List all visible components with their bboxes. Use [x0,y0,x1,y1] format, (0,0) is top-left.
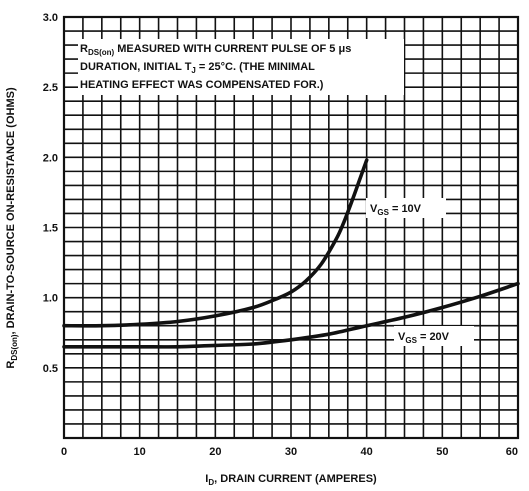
y-axis-label: RDS(on), DRAIN-TO-SOURCE ON-RESISTANCE (… [5,87,19,369]
annotation-line-1: RDS(on) MEASURED WITH CURRENT PULSE OF 5… [80,43,351,57]
x-tick-label: 30 [285,446,297,458]
x-tick-label: 10 [134,446,146,458]
x-axis-label: ID, DRAIN CURRENT (AMPERES) [205,473,377,487]
series-label-10v-background [366,198,446,218]
y-tick-labels: 0.5 1.0 1.5 2.0 2.5 3.0 [43,12,58,375]
y-tick-label: 3.0 [43,12,58,24]
x-tick-label: 60 [506,446,518,458]
y-tick-label: 1.5 [43,223,58,235]
series-label-vgs-20v: VGS = 20V [398,331,450,345]
series-line-vgs-10v [62,158,369,328]
series-label-vgs-10v: VGS = 10V [370,203,422,217]
x-tick-labels: 0 10 20 30 40 50 60 [61,446,518,458]
x-tick-label: 40 [361,446,373,458]
x-tick-label: 50 [436,446,448,458]
annotation-line-2: DURATION, INITIAL TJ = 25°C. (THE MINIMA… [80,61,315,75]
y-tick-label: 2.5 [43,82,58,94]
series-label-20v-background [394,326,474,346]
plot-frame [62,15,520,440]
x-tick-label: 20 [209,446,221,458]
y-tick-label: 0.5 [43,363,58,375]
series-line-vgs-20v [62,281,520,349]
annotation-background [78,39,404,95]
curves [62,158,520,349]
y-tick-label: 1.0 [43,293,58,305]
x-tick-label: 0 [61,446,67,458]
y-tick-label: 2.0 [43,152,58,164]
annotation-line-3: HEATING EFFECT WAS COMPENSATED FOR.) [80,79,324,91]
